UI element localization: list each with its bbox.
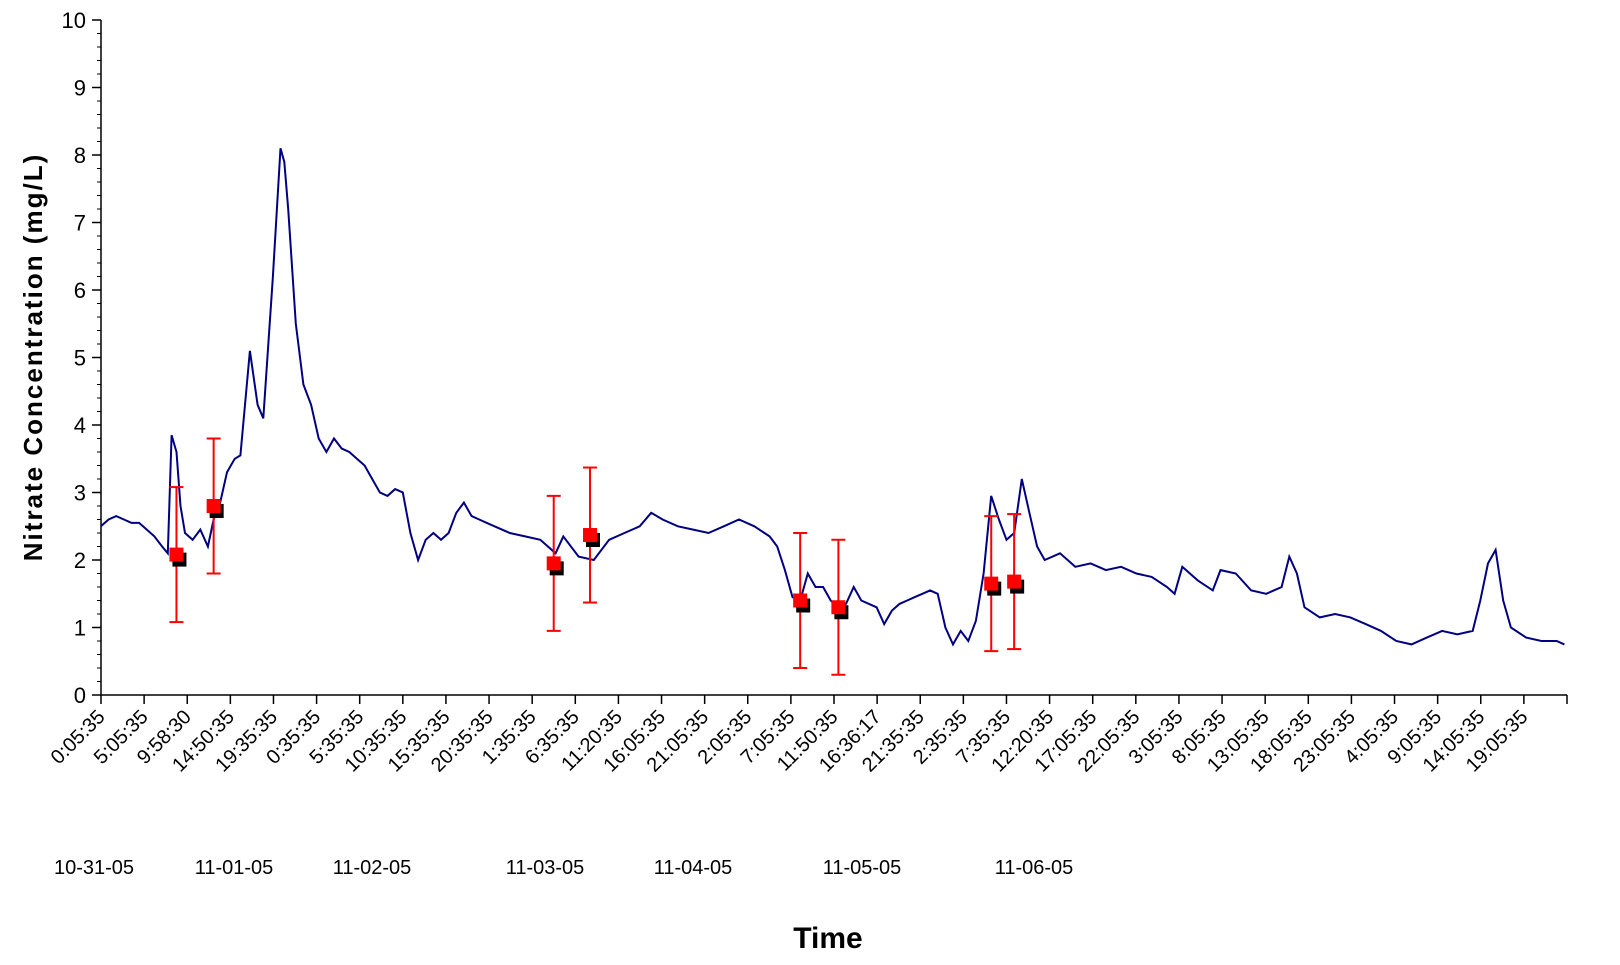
lab-sample-markers [169, 437, 1025, 676]
y-tick-label: 1 [74, 616, 86, 641]
y-tick-label: 3 [74, 481, 86, 506]
data-marker [793, 593, 808, 608]
date-label: 11-01-05 [195, 857, 274, 879]
axes [100, 20, 1567, 696]
x-axis-title: Time [793, 922, 862, 955]
date-label: 11-02-05 [333, 857, 412, 879]
y-tick-label: 5 [74, 346, 86, 371]
data-marker [583, 528, 598, 543]
date-label: 10-31-05 [54, 857, 134, 879]
date-label: 11-06-05 [995, 857, 1074, 879]
data-marker [831, 600, 846, 615]
y-tick-label: 2 [74, 548, 86, 573]
data-marker [169, 547, 184, 562]
y-tick-label: 4 [74, 413, 86, 438]
y-tick-label: 7 [74, 211, 86, 236]
data-marker [984, 576, 999, 591]
y-tick-label: 6 [74, 278, 86, 303]
y-tick-label: 8 [74, 143, 86, 168]
data-marker [546, 556, 561, 571]
y-ticks: 0 1 2 3 4 5 6 7 8 9 10 [62, 8, 101, 708]
y-tick-label: 0 [74, 683, 86, 708]
date-labels: 10-31-05 11-01-05 11-02-05 11-03-05 11-04-05… [54, 857, 1073, 879]
data-marker [1007, 574, 1022, 589]
y-tick-label: 10 [62, 8, 86, 33]
nitrate-line-series [100, 148, 1565, 647]
date-label: 11-04-05 [654, 857, 733, 879]
data-marker [206, 499, 221, 513]
y-tick-label: 9 [74, 76, 86, 101]
y-axis-title: Nitrate Concentration (mg/L) [18, 153, 48, 561]
x-ticks: 0:05:355:05:359:58:3014:50:3519:35:350:3… [47, 695, 1568, 777]
date-label: 11-03-05 [506, 857, 585, 879]
date-label: 11-05-05 [823, 857, 902, 879]
